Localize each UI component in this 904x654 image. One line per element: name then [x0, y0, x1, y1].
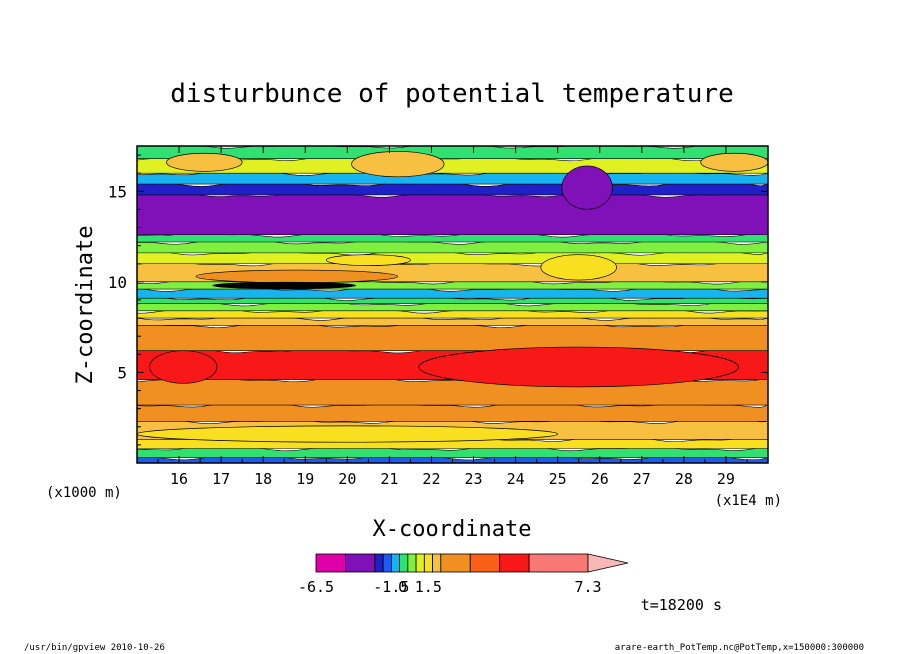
- y-axis: 5 10 15: [108, 154, 768, 446]
- colorbar-segment: [382, 553, 392, 573]
- colorbar-segment: [374, 553, 384, 573]
- contour-bands: [137, 146, 768, 463]
- contour-feature: [561, 165, 613, 210]
- colorbar-label: -1.5: [373, 578, 409, 596]
- contour-feature: [137, 425, 558, 443]
- x-tick-label: 27: [633, 470, 651, 488]
- x-unit-left: (x1000 m): [46, 485, 122, 501]
- x-axis: 16 17 18 19 20 21 22 23 24 25 26 27 28 29: [157, 146, 748, 488]
- x-tick-label: 26: [591, 470, 609, 488]
- x-tick-label: 29: [717, 470, 735, 488]
- colorbar-segment: [315, 553, 346, 573]
- x-tick-label: 20: [338, 470, 356, 488]
- y-tick-label: 10: [108, 273, 127, 292]
- contour-feature: [195, 269, 399, 284]
- time-label: t=18200 s: [641, 596, 722, 614]
- contour-feature: [351, 151, 445, 178]
- colorbar-segment: [415, 553, 425, 573]
- x-tick-label: 22: [422, 470, 440, 488]
- x-tick-label: 17: [212, 470, 230, 488]
- colorbar-segment: [423, 553, 433, 573]
- contour-feature: [418, 346, 739, 388]
- x-tick-label: 24: [507, 470, 525, 488]
- contour-feature: [212, 281, 357, 290]
- x-tick-label: 28: [675, 470, 693, 488]
- x-unit-right: (x1E4 m): [715, 493, 782, 509]
- colorbar-segment: [399, 553, 409, 573]
- x-axis-label: X-coordinate: [373, 517, 532, 542]
- x-tick-label: 18: [254, 470, 272, 488]
- contour-band: [137, 322, 768, 351]
- colorbar-label: -6.5: [298, 578, 334, 596]
- colorbar: -6.5 -1.50 1.5 7.3: [298, 553, 629, 596]
- contour-feature: [540, 254, 617, 281]
- colorbar-segment: [407, 553, 417, 573]
- x-tick-label: 19: [296, 470, 314, 488]
- x-tick-label: 16: [170, 470, 188, 488]
- colorbar-arrow: [587, 553, 629, 573]
- colorbar-segment: [432, 553, 442, 573]
- x-tick-label: 21: [380, 470, 398, 488]
- contour-feature: [166, 152, 243, 172]
- colorbar-segment: [345, 553, 376, 573]
- contour-band: [137, 146, 768, 159]
- y-tick-label: 15: [108, 182, 127, 201]
- colorbar-label: 1.5: [415, 578, 442, 596]
- x-tick-label: 25: [549, 470, 567, 488]
- colorbar-label: 7.3: [574, 578, 601, 596]
- y-axis-label: Z-coordinate: [73, 226, 98, 385]
- colorbar-segment: [390, 553, 401, 573]
- contour-band: [137, 402, 768, 422]
- footer-right: arare-earth_PotTemp.nc@PotTemp,x=150000:…: [615, 643, 864, 653]
- colorbar-label: 0: [398, 578, 407, 596]
- chart-title: disturbunce of potential temperature: [170, 79, 734, 109]
- footer-left: /usr/bin/gpview 2010-10-26: [24, 643, 165, 653]
- colorbar-segment: [440, 553, 471, 573]
- colorbar-segment: [499, 553, 530, 573]
- contour-band: [137, 192, 768, 236]
- heatmap-plot: [137, 146, 768, 463]
- contour-feature: [325, 254, 411, 266]
- colorbar-segment: [469, 553, 501, 573]
- contour-feature: [700, 152, 768, 172]
- contour-features: [137, 151, 768, 443]
- contour-feature: [149, 350, 218, 384]
- x-tick-label: 23: [465, 470, 483, 488]
- y-tick-label: 5: [117, 363, 127, 382]
- colorbar-segment: [528, 553, 589, 573]
